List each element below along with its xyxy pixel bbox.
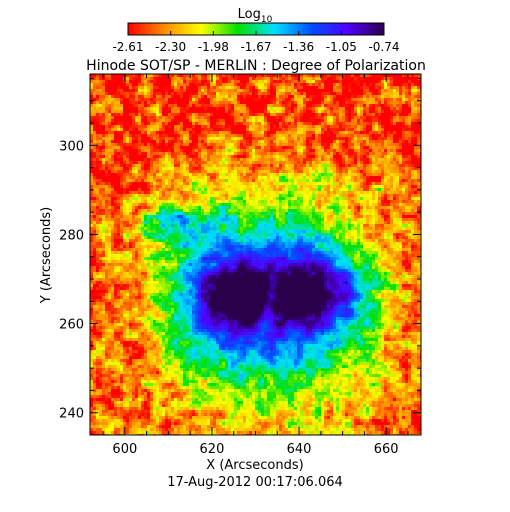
colorbar-tick-label: -1.36: [283, 40, 314, 54]
colorbar-tick-label: -1.05: [326, 40, 357, 54]
x-axis-label: X (Arcseconds): [206, 458, 303, 473]
y-axis-label: Y (Arcseconds): [39, 207, 54, 304]
chart-title: Hinode SOT/SP - MERLIN : Degree of Polar…: [86, 58, 426, 74]
heatmap-image: [90, 74, 421, 435]
x-tick-label: 620: [200, 442, 225, 457]
colorbar-label-subscript: 10: [261, 15, 273, 25]
y-tick-label: 240: [59, 407, 84, 422]
x-tick-label: 600: [112, 442, 137, 457]
axis-ticks: 600 620 640 660 240 260 280 300: [59, 74, 421, 457]
y-tick-label: 300: [59, 139, 84, 154]
y-tick-label: 260: [59, 318, 84, 333]
y-tick-label: 280: [59, 228, 84, 243]
colorbar-label: Log10: [238, 7, 273, 25]
colorbar-tick-label: -1.67: [240, 40, 271, 54]
colorbar-tick-label: -2.61: [112, 40, 143, 54]
x-tick-label: 640: [287, 442, 312, 457]
colorbar-tick-label: -2.30: [155, 40, 186, 54]
colorbar-tick-label: -1.98: [198, 40, 229, 54]
colorbar-tick-label: -0.74: [368, 40, 399, 54]
timestamp: 17-Aug-2012 00:17:06.064: [167, 475, 343, 490]
x-tick-label: 660: [374, 442, 399, 457]
colorbar-ticks: -2.61 -2.30 -1.98 -1.67 -1.36 -1.05 -0.74: [112, 31, 400, 54]
